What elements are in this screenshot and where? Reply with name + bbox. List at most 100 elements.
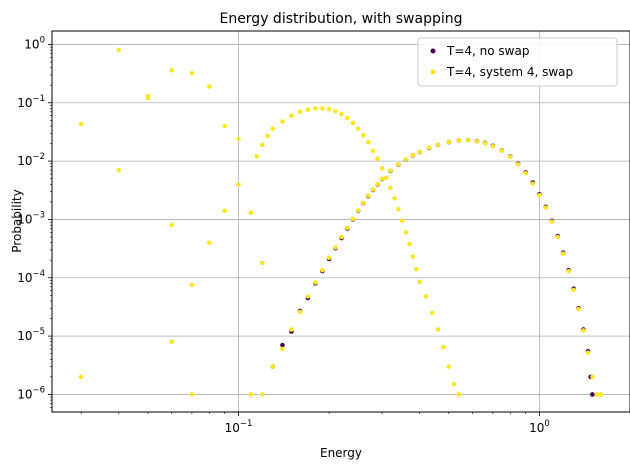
y-tick-label: 100 — [24, 35, 45, 51]
data-point — [598, 392, 604, 397]
data-point — [189, 392, 195, 397]
data-point — [396, 162, 401, 167]
data-point — [379, 176, 385, 182]
data-point — [571, 287, 576, 293]
legend-box — [417, 37, 618, 87]
data-point — [207, 84, 212, 89]
data-point — [254, 154, 260, 159]
data-point — [222, 208, 228, 214]
data-point — [280, 119, 285, 124]
data-point — [490, 143, 496, 149]
legend-marker-no-swap — [430, 48, 436, 54]
data-point — [350, 216, 356, 222]
data-point — [375, 156, 380, 161]
data-point — [499, 148, 505, 154]
data-point — [417, 279, 422, 285]
x-tick-label: 100 — [529, 419, 550, 435]
data-point — [366, 140, 371, 145]
data-point — [366, 193, 371, 199]
data-point — [313, 106, 318, 111]
data-point — [379, 166, 385, 171]
data-point — [116, 47, 122, 53]
data-point — [566, 268, 571, 274]
data-point — [523, 170, 528, 176]
y-tick-label: 10−4 — [17, 269, 45, 285]
data-point — [280, 346, 285, 352]
x-tick-label: 10−1 — [225, 419, 253, 435]
data-point — [446, 139, 452, 145]
data-point — [423, 294, 429, 299]
data-point — [410, 254, 416, 259]
data-point — [515, 162, 521, 167]
data-point — [537, 192, 542, 198]
data-point — [594, 392, 599, 397]
data-point — [549, 219, 555, 224]
data-point — [388, 185, 393, 190]
data-point — [333, 108, 338, 114]
data-point — [456, 138, 462, 143]
data-point — [555, 234, 560, 240]
data-point — [441, 344, 446, 350]
data-point — [236, 136, 241, 142]
data-point — [326, 255, 332, 261]
data-point — [576, 306, 581, 312]
data-point — [289, 113, 294, 119]
legend-label-no-swap: T=4, no swap — [446, 44, 529, 58]
data-point — [265, 133, 270, 139]
data-point — [399, 218, 405, 224]
chart-title: Energy distribution, with swapping — [219, 11, 462, 27]
data-point — [297, 109, 303, 115]
data-point — [543, 205, 549, 210]
data-point — [435, 142, 441, 148]
data-point — [248, 392, 254, 397]
data-point — [410, 152, 416, 158]
data-point — [280, 342, 285, 348]
data-point — [507, 154, 513, 160]
data-point — [207, 240, 212, 245]
data-point — [326, 106, 332, 112]
data-point — [345, 225, 350, 231]
data-point — [396, 206, 401, 212]
data-points — [78, 47, 604, 397]
y-tick-label: 10−1 — [17, 94, 45, 110]
data-point — [403, 230, 409, 235]
y-axis-label: Probability — [10, 189, 24, 252]
data-point — [339, 111, 344, 117]
data-point — [260, 392, 265, 397]
data-point — [260, 260, 265, 266]
data-point — [361, 200, 366, 206]
data-point — [435, 327, 441, 332]
data-point — [370, 187, 376, 192]
x-axis-label: Energy — [320, 446, 362, 460]
data-point — [388, 168, 393, 173]
data-point — [305, 107, 311, 113]
data-point — [403, 157, 409, 162]
data-point — [429, 310, 435, 316]
data-point — [560, 251, 566, 256]
data-point — [169, 68, 175, 73]
data-point — [289, 327, 294, 332]
data-point — [361, 132, 366, 138]
data-point — [355, 208, 361, 213]
series-1 — [78, 47, 604, 397]
data-point — [474, 139, 480, 144]
data-point — [270, 126, 276, 131]
data-point — [313, 280, 318, 285]
legend: T=4, no swap T=4, system 4, swap — [417, 37, 618, 87]
data-point — [270, 364, 276, 369]
data-point — [320, 106, 325, 111]
grid-lines — [52, 31, 630, 412]
data-point — [585, 350, 591, 355]
data-point — [260, 142, 265, 148]
data-point — [370, 148, 376, 154]
data-point — [456, 392, 462, 397]
y-tick-label: 10−5 — [17, 327, 45, 343]
data-point — [375, 181, 380, 187]
y-tick-label: 10−3 — [17, 210, 45, 226]
data-point — [189, 282, 195, 288]
data-point — [345, 115, 350, 121]
data-point — [78, 121, 84, 127]
data-point — [116, 167, 122, 173]
y-ticks: 10−6 10−5 10−4 10−3 10−2 10−1 100 — [17, 35, 52, 408]
data-point — [581, 328, 586, 333]
